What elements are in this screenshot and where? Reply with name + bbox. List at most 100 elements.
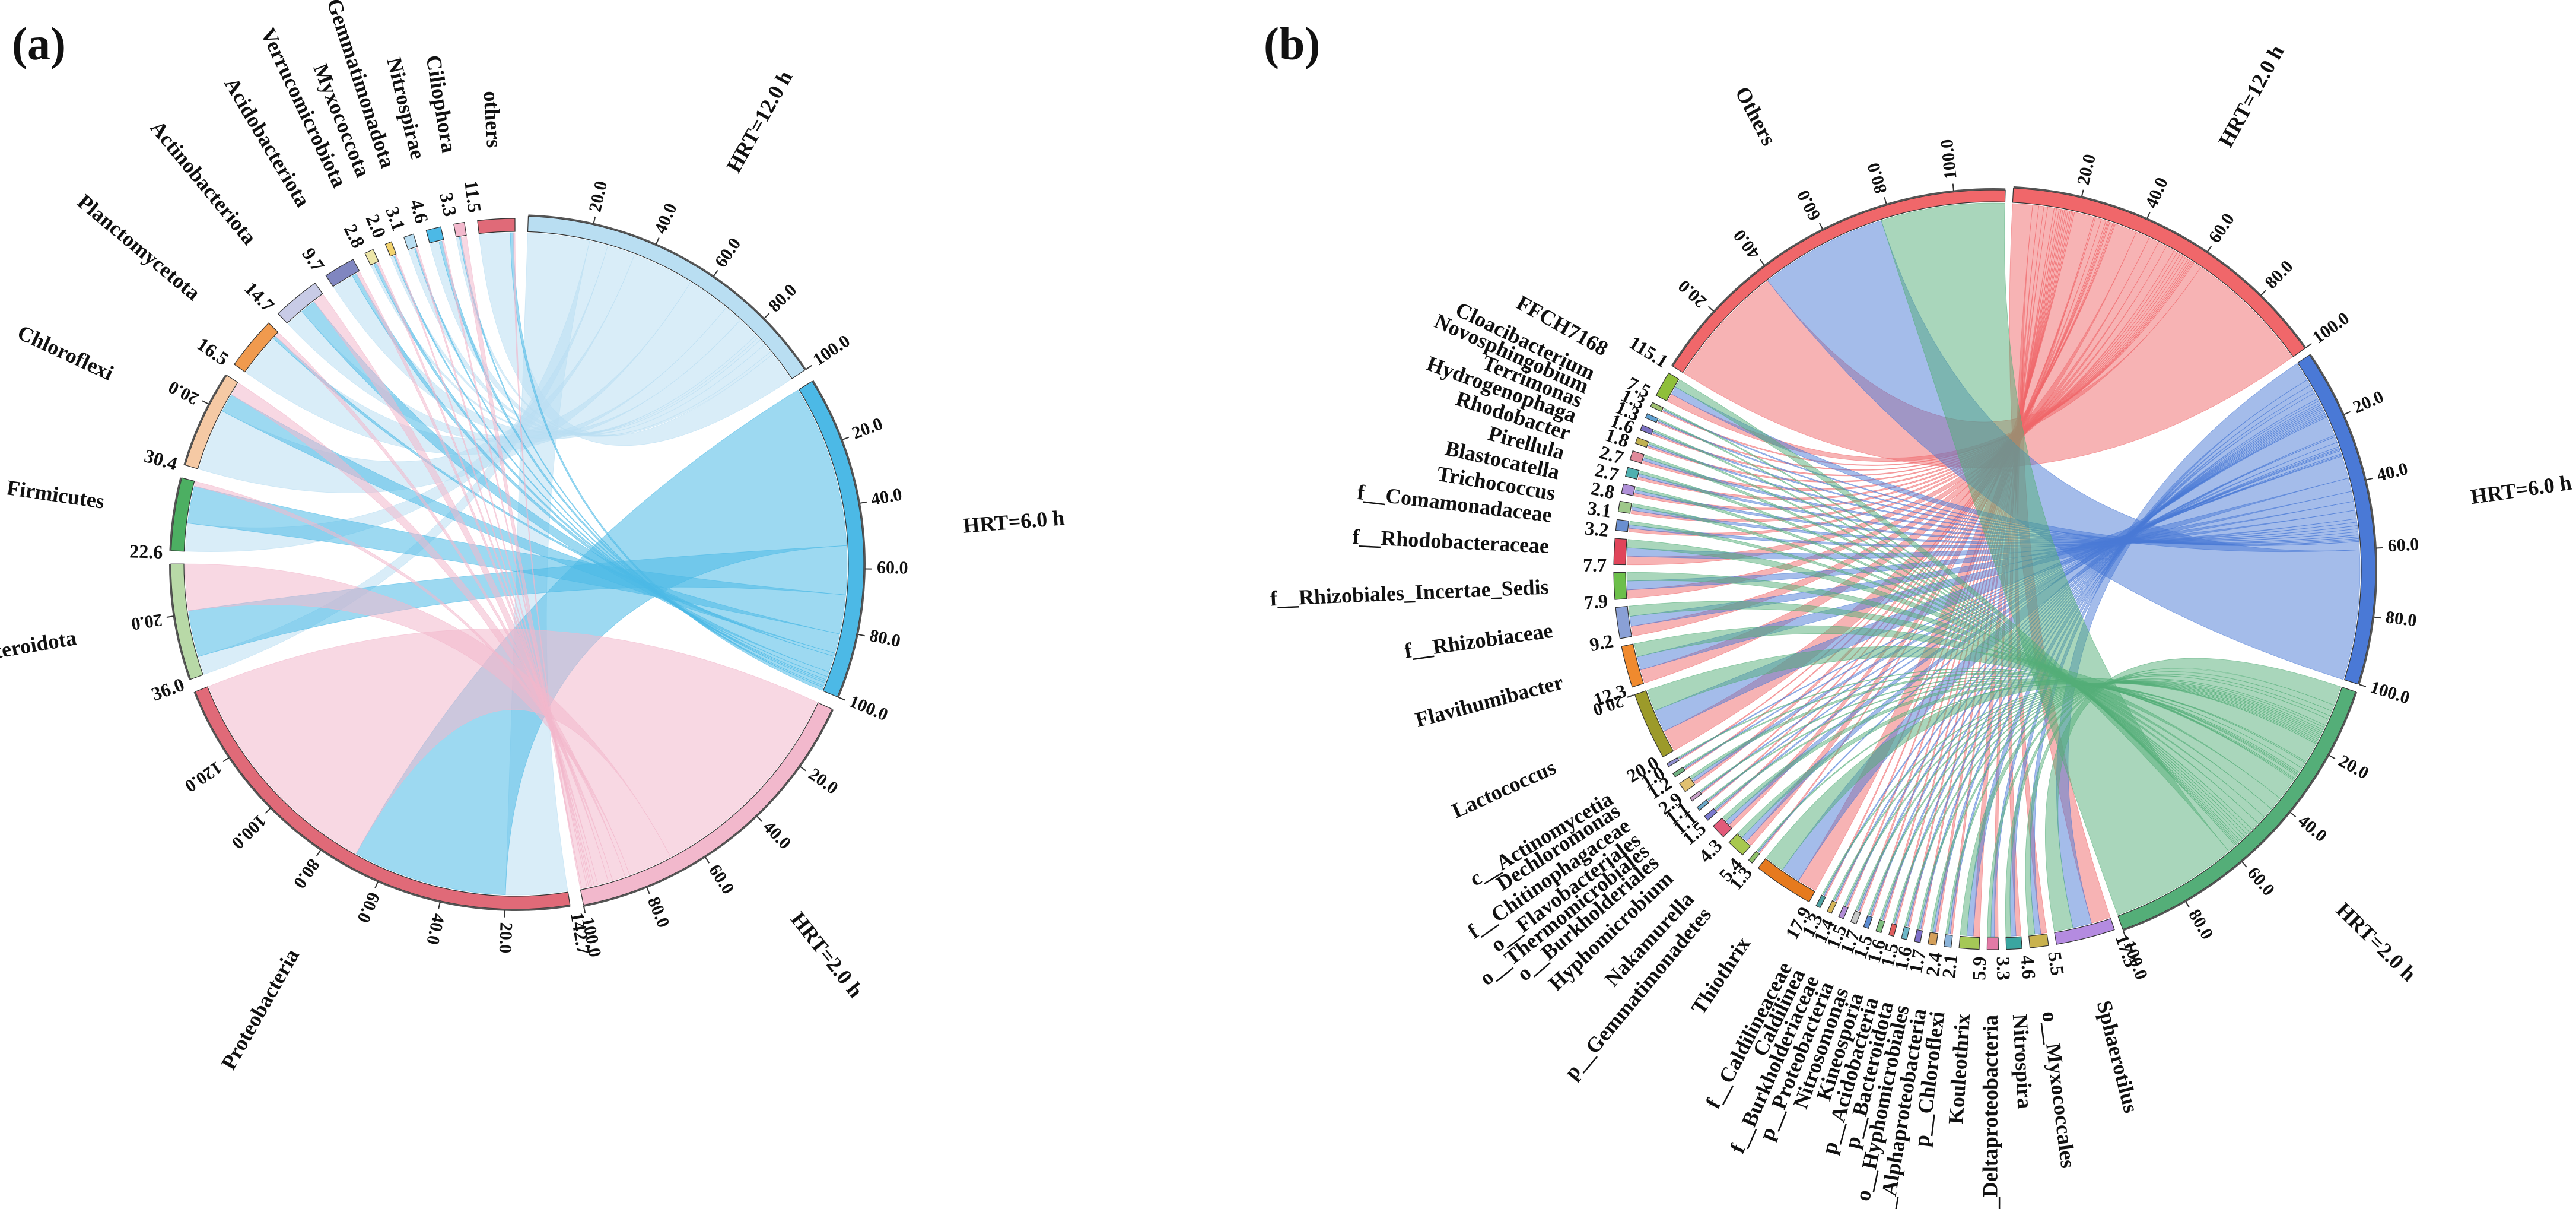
arc-nitrospirae <box>425 226 444 244</box>
ribbon-hrt-12-0-h-nitrospirae <box>430 241 771 437</box>
tick-label-hrt-2-0-h-2: 60.0 <box>2243 864 2278 900</box>
segment-label-planctomycetota: Planctomycetota <box>73 189 205 304</box>
tick-label-proteobacteria-5: 120.0 <box>182 757 225 796</box>
tick-hrt-6-0-h-4 <box>838 696 845 701</box>
tick-label-hrt-6-0-h-0: 20.0 <box>849 414 885 443</box>
tick-label-hrt-6-0-h-1: 40.0 <box>2375 459 2410 485</box>
tick-hrt-6-0-h-0 <box>2343 411 2351 415</box>
arc-kineosporia <box>1875 919 1885 934</box>
tick-bacteroidota-0 <box>166 615 174 618</box>
segment-value-o-hyphomicrobiales: 1.7 <box>1904 948 1930 975</box>
ribbon-hrt-12-0-h-gemmatimonadota <box>408 248 765 436</box>
tick-hrt-12-0-h-0 <box>593 216 596 224</box>
tick-label-hrt-12-0-h-0: 20.0 <box>585 179 611 214</box>
panel-b-letter: (b) <box>1264 18 1320 69</box>
arc-caldilinea <box>1826 900 1837 914</box>
arc-f-comamonadaceae <box>1615 519 1630 532</box>
tick-hrt-6-0-h-4 <box>2359 684 2367 687</box>
tick-label-hrt-2-0-h-2: 60.0 <box>705 861 738 898</box>
tick-hrt-12-0-h-4 <box>805 364 812 370</box>
arc-f-rhizobiaceae <box>1615 605 1632 639</box>
tick-label-proteobacteria-4: 100.0 <box>228 811 270 853</box>
arc-planctomycetota <box>234 322 279 373</box>
arc-c-actinomycetia <box>1666 757 1680 767</box>
tick-hrt-6-0-h-0 <box>842 436 850 440</box>
ribbon-hrt-2-0-h-ciliophora <box>460 236 587 889</box>
arc-verrucomicrobiota <box>364 249 379 266</box>
tick-hrt-12-0-h-3 <box>764 313 770 319</box>
tick-hrt-12-0-h-1 <box>656 237 660 245</box>
tick-hrt-2-0-h-4 <box>2122 930 2126 938</box>
arc-dechloromonas <box>1672 766 1686 778</box>
tick-hrt-6-0-h-1 <box>859 501 867 504</box>
arc-hrt-2-0-h <box>580 702 833 906</box>
tick-hrt-12-0-h-2 <box>713 269 718 277</box>
tick-hrt-2-0-h-4 <box>583 906 586 913</box>
tick-label-others-1: 40.0 <box>1729 226 1764 263</box>
segment-label-hrt-12-0-h: HRT=12.0 h <box>722 66 797 176</box>
ribbon-hrt-12-0-h-others <box>479 232 791 446</box>
arc-p-gemmatimonadetes <box>1748 851 1760 864</box>
segment-value-o-myxococcales: 5.5 <box>2044 950 2069 977</box>
segment-value-others: 11.5 <box>460 179 485 214</box>
tick-label-hrt-12-0-h-1: 40.0 <box>650 200 680 236</box>
arc-kouleothrix <box>1958 935 1980 950</box>
arc-lactococcus <box>1634 690 1674 758</box>
tick-label-proteobacteria-3: 80.0 <box>290 855 323 892</box>
tick-label-bacteroidota-0: 20.0 <box>130 610 164 634</box>
segment-label-f-rhodobacteraceae: f__Rhodobacteraceae <box>1352 525 1550 558</box>
segment-label-hrt-6-0-h: HRT=6.0 h <box>962 506 1066 538</box>
tick-label-others-4: 100.0 <box>1937 138 1961 180</box>
tick-hrt-6-0-h-3 <box>2373 616 2381 619</box>
segment-label-others: others <box>479 90 506 148</box>
arc-others <box>477 218 516 234</box>
segment-label-hrt-2-0-h: HRT=2.0 h <box>786 907 867 1002</box>
tick-hrt-2-0-h-2 <box>2241 861 2247 868</box>
arc-myxococcota <box>384 241 397 257</box>
segment-value-p-chloroflexi: 2.1 <box>1938 953 1961 979</box>
tick-hrt-6-0-h-3 <box>857 633 865 637</box>
arc-f-rhodobacteraceae <box>1613 538 1627 566</box>
tick-label-hrt-6-0-h-3: 80.0 <box>868 626 902 651</box>
arc-hrt-6-0-h <box>2297 354 2376 685</box>
arc-o-myxococcales <box>2028 933 2049 948</box>
segment-value-others: 115.1 <box>1626 332 1672 372</box>
tick-others-2 <box>1818 222 1824 230</box>
tick-label-hrt-2-0-h-3: 80.0 <box>2184 906 2217 943</box>
arc-o-flavobacteriales <box>1689 790 1703 802</box>
tick-hrt-2-0-h-0 <box>2328 754 2336 760</box>
tick-label-hrt-6-0-h-2: 60.0 <box>2387 534 2419 556</box>
arc-f-caldilineaceae <box>1815 894 1826 909</box>
tick-label-hrt-6-0-h-3: 80.0 <box>2384 607 2418 630</box>
arc-c-alphaproteobacteria <box>1928 932 1939 946</box>
arc-blastocatella <box>1621 483 1636 496</box>
arc-novosphingobium <box>1645 413 1659 423</box>
tick-label-chloroflexi-0: 20.0 <box>166 377 202 408</box>
tick-label-hrt-12-0-h-1: 40.0 <box>2142 174 2172 211</box>
arc-trichococcus <box>1617 500 1632 514</box>
arc-hydrogenophaga <box>1634 437 1649 448</box>
arc-chloroflexi <box>185 375 238 469</box>
arc-hrt-12-0-h <box>527 215 806 379</box>
segment-label-hrt-2-0-h: HRT=2.0 h <box>2332 898 2421 986</box>
tick-label-hrt-12-0-h-3: 80.0 <box>2261 256 2297 293</box>
tick-hrt-2-0-h-1 <box>2289 811 2297 818</box>
arc-nakamurella <box>1728 833 1751 856</box>
arc-nitrospira <box>2005 936 2022 950</box>
tick-hrt-12-0-h-0 <box>2081 189 2084 197</box>
ribbon-hrt-2-0-h-others <box>1881 202 2230 916</box>
tick-proteobacteria-1 <box>438 902 441 909</box>
arc-o-burkholderiales <box>1704 808 1718 821</box>
segment-label-hrt-12-0-h: HRT=12.0 h <box>2214 41 2288 151</box>
tick-hrt-2-0-h-3 <box>2185 901 2190 908</box>
tick-label-hrt-12-0-h-4: 100.0 <box>2309 309 2353 348</box>
arc-ffch7168 <box>1655 372 1680 402</box>
arc-p-chloroflexi <box>1944 934 1953 948</box>
tick-hrt-12-0-h-2 <box>2207 245 2212 252</box>
tick-proteobacteria-5 <box>222 757 230 763</box>
tick-label-hrt-12-0-h-2: 60.0 <box>711 234 745 271</box>
tick-label-others-2: 60.0 <box>1793 187 1825 224</box>
tick-proteobacteria-4 <box>265 808 271 814</box>
